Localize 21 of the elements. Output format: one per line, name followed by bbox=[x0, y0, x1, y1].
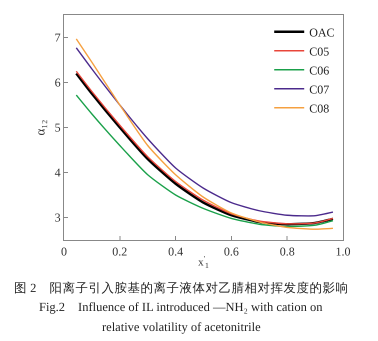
text: relative volatility of acetonitrile bbox=[102, 320, 262, 334]
y-tick-label: 7 bbox=[54, 30, 61, 45]
y-axis-title: α₁₂ bbox=[32, 120, 48, 136]
x-tick-label: 1.0 bbox=[336, 244, 350, 258]
y-tick-label: 6 bbox=[54, 76, 61, 90]
legend-label: C06 bbox=[309, 63, 330, 78]
line-series bbox=[76, 94, 334, 228]
x-tick-label: 0 bbox=[61, 244, 67, 258]
x-tick-label: 0.8 bbox=[280, 244, 295, 258]
x-tick-label: 0.4 bbox=[168, 244, 184, 258]
legend-label: C08 bbox=[309, 101, 330, 116]
x-tick-label: 0.6 bbox=[224, 244, 239, 258]
caption: 图 2 阳离子引入胺基的离子液体对乙腈相对挥发度的影响 bbox=[14, 280, 348, 295]
legend-label: C07 bbox=[309, 82, 330, 96]
y-tick-label: 4 bbox=[54, 166, 61, 180]
legend-label: C05 bbox=[309, 44, 330, 58]
y-tick-label: 5 bbox=[54, 120, 61, 135]
x-tick-label: 0.2 bbox=[112, 244, 128, 258]
y-tick-label: 3 bbox=[54, 210, 61, 225]
caption: Fig.2 Influence of IL introduced —NH₂ with cation on bbox=[39, 300, 324, 314]
legend-label: OAC bbox=[309, 25, 335, 40]
